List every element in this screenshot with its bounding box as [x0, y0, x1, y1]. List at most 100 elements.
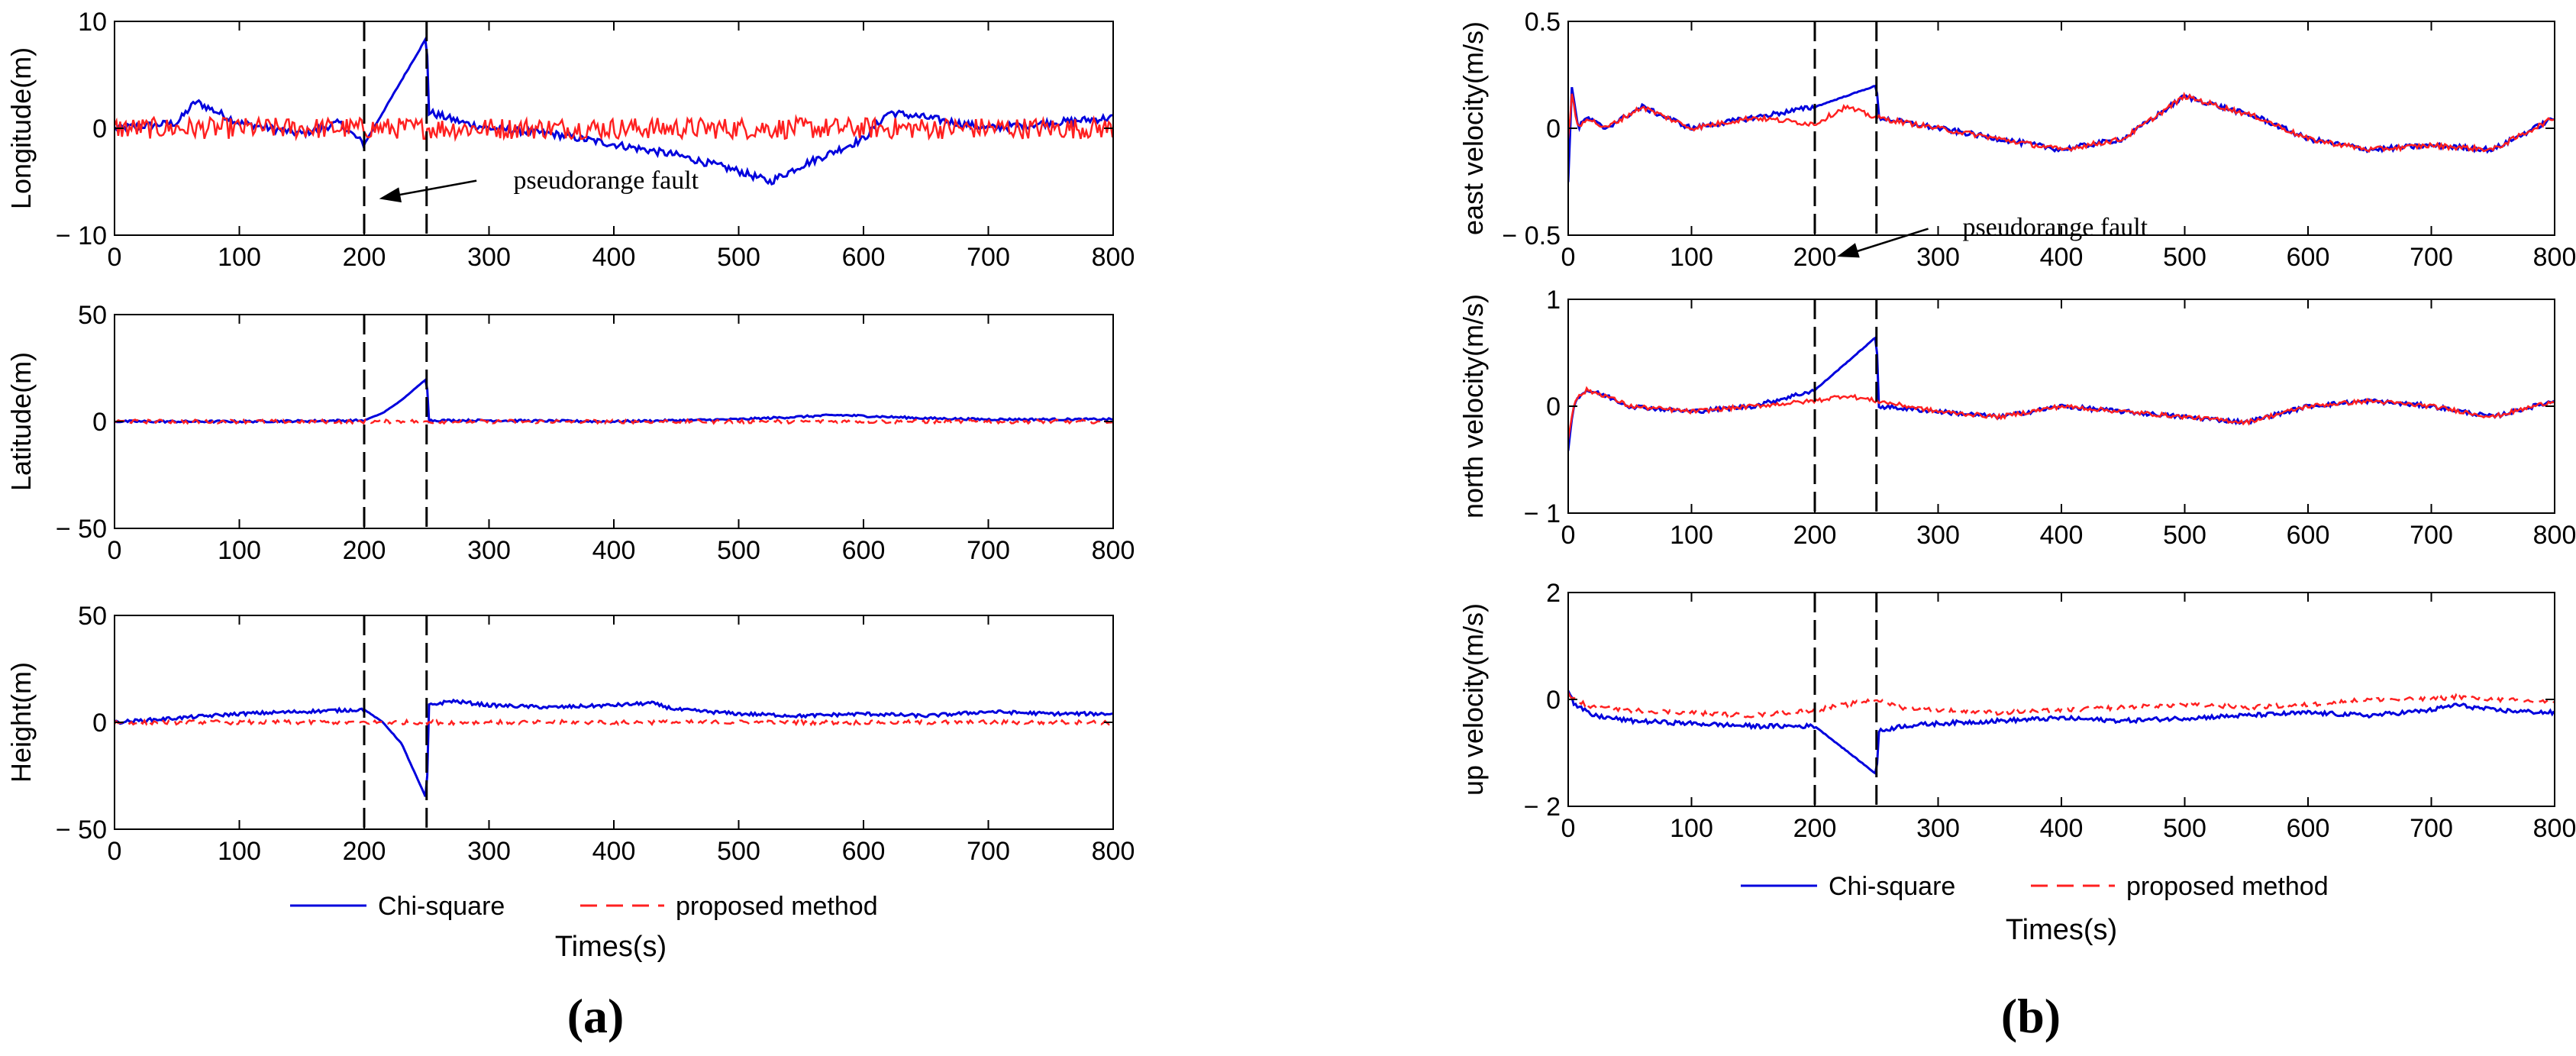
annotation-arrow-head — [379, 187, 402, 203]
legend-label-proposed-method: proposed method — [676, 892, 878, 921]
legend-label-chi-square: Chi-square — [378, 892, 505, 921]
y-tick-label: 1 — [1546, 286, 1561, 315]
x-tick-label: 300 — [1916, 521, 1960, 550]
x-tick-label: 800 — [1092, 837, 1135, 866]
x-tick-label: 500 — [717, 243, 760, 272]
x-tick-label: 0 — [108, 243, 122, 272]
x-tick-label: 500 — [2163, 521, 2206, 550]
x-tick-label: 0 — [108, 536, 122, 565]
x-tick-label: 0 — [108, 837, 122, 866]
x-tick-label: 700 — [2410, 243, 2453, 272]
x-tick-label: 600 — [842, 837, 886, 866]
x-tick-label: 800 — [1092, 536, 1135, 565]
x-tick-label: 700 — [967, 243, 1010, 272]
x-tick-label: 100 — [218, 837, 261, 866]
y-tick-label: 0 — [92, 408, 107, 437]
x-tick-label: 400 — [2040, 521, 2084, 550]
y-tick-label: − 50 — [56, 815, 107, 844]
y-tick-label: 0 — [1546, 115, 1561, 144]
series-proposed-method-line — [115, 114, 1113, 142]
x-tick-label: 100 — [1670, 243, 1713, 272]
y-tick-label: 0 — [92, 115, 107, 144]
legend-label-proposed-method: proposed method — [2126, 872, 2329, 901]
axes-box — [1567, 21, 2555, 236]
legend-a: Chi-square proposed method — [290, 892, 878, 921]
y-tick-label: 10 — [78, 8, 107, 37]
series-proposed-method-line — [115, 718, 1113, 727]
series-proposed-method-line — [1568, 692, 2555, 719]
x-tick-label: 100 — [218, 536, 261, 565]
series-chi-square-line — [1568, 84, 2555, 182]
y-tick-label: 50 — [78, 301, 107, 330]
x-tick-label: 300 — [1916, 243, 1960, 272]
x-tick-label: 400 — [2040, 814, 2084, 843]
x-tick-label: 300 — [1916, 814, 1960, 843]
y-axis-label: north velocity(m/s) — [1457, 294, 1489, 518]
annotation-arrow-shaft — [1847, 228, 1929, 256]
y-tick-label: 50 — [78, 602, 107, 631]
x-tick-label: 500 — [717, 536, 760, 565]
legend-b: Chi-square proposed method — [1741, 872, 2329, 901]
x-tick-label: 400 — [592, 243, 636, 272]
x-tick-label: 200 — [1793, 521, 1837, 550]
series-proposed-method-line — [115, 418, 1113, 425]
x-tick-label: 400 — [2040, 243, 2084, 272]
y-tick-label: − 1 — [1524, 499, 1561, 528]
x-tick-label: 0 — [1561, 814, 1576, 843]
x-tick-label: 300 — [467, 243, 511, 272]
chart-a3: 0 100 200 300 400 500 600 700 800− 50050Height(m… — [5, 602, 1135, 866]
y-tick-label: 0 — [1546, 686, 1561, 715]
x-tick-label: 700 — [2410, 814, 2453, 843]
x-tick-label: 500 — [2163, 243, 2206, 272]
x-tick-label: 500 — [2163, 814, 2206, 843]
x-tick-label: 200 — [1793, 814, 1837, 843]
series-chi-square-line — [115, 35, 1113, 186]
x-tick-label: 400 — [592, 837, 636, 866]
x-axis-title-b: Times(s) — [2006, 914, 2117, 946]
x-tick-label: 600 — [2287, 814, 2330, 843]
series-chi-square-line — [115, 698, 1113, 797]
x-tick-label: 300 — [467, 837, 511, 866]
y-axis-label: Longitude(m) — [5, 47, 37, 209]
series-chi-square-line — [115, 377, 1113, 425]
y-tick-label: 0.5 — [1525, 8, 1561, 37]
x-tick-label: 800 — [2533, 814, 2576, 843]
chart-a1: 0 100 200 300 400 500 600 700 800− 10010Longitud… — [5, 8, 1135, 272]
x-tick-label: 600 — [842, 536, 886, 565]
x-tick-label: 500 — [717, 837, 760, 866]
x-tick-label: 800 — [2533, 521, 2576, 550]
y-tick-label: 0 — [1546, 392, 1561, 421]
annotation-label: pseudorange fault — [1963, 213, 2148, 241]
x-tick-label: 200 — [343, 837, 386, 866]
y-axis-label: up velocity(m/s) — [1457, 603, 1489, 796]
chart-a2: 0 100 200 300 400 500 600 700 800− 50050Latitude… — [5, 301, 1135, 565]
x-tick-label: 800 — [2533, 243, 2576, 272]
x-tick-label: 0 — [1561, 521, 1576, 550]
series-proposed-method-line — [1568, 386, 2555, 440]
y-tick-label: − 50 — [56, 515, 107, 544]
x-tick-label: 300 — [467, 536, 511, 565]
series-proposed-method-line — [1568, 92, 2555, 153]
x-tick-label: 600 — [2287, 243, 2330, 272]
x-axis-title-a: Times(s) — [555, 931, 667, 963]
legend-label-chi-square: Chi-square — [1829, 872, 1955, 901]
series-chi-square-line — [1568, 689, 2555, 776]
annotation-label: pseudorange fault — [514, 166, 699, 195]
y-tick-label: 0 — [92, 709, 107, 738]
x-tick-label: 100 — [1670, 521, 1713, 550]
x-tick-label: 700 — [2410, 521, 2453, 550]
y-axis-label: Height(m) — [5, 662, 37, 783]
x-tick-label: 100 — [218, 243, 261, 272]
x-tick-label: 200 — [343, 243, 386, 272]
x-tick-label: 0 — [1561, 243, 1576, 272]
x-tick-label: 700 — [967, 536, 1010, 565]
y-tick-label: 2 — [1546, 579, 1561, 608]
panel-label-a: (a) — [567, 989, 625, 1043]
annotation-arrow-head — [1837, 243, 1860, 258]
annotation-arrow-shaft — [389, 179, 477, 198]
y-axis-label: east velocity(m/s) — [1457, 21, 1489, 235]
